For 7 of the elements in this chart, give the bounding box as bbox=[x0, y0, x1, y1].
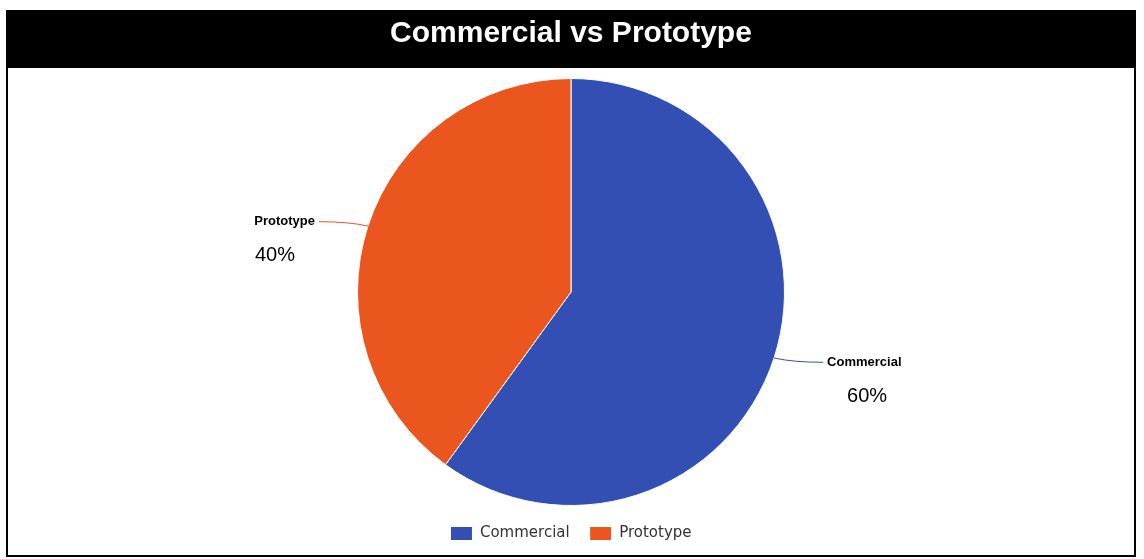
data-label: 60% bbox=[847, 383, 888, 406]
chart-title: Commercial vs Prototype bbox=[8, 10, 1134, 68]
data-label: 40% bbox=[254, 243, 296, 266]
legend-label: Prototype bbox=[619, 523, 692, 542]
slice-label: Commercial bbox=[827, 353, 902, 369]
slice-label: Prototype bbox=[254, 213, 315, 229]
legend-label: Commercial bbox=[479, 523, 570, 542]
